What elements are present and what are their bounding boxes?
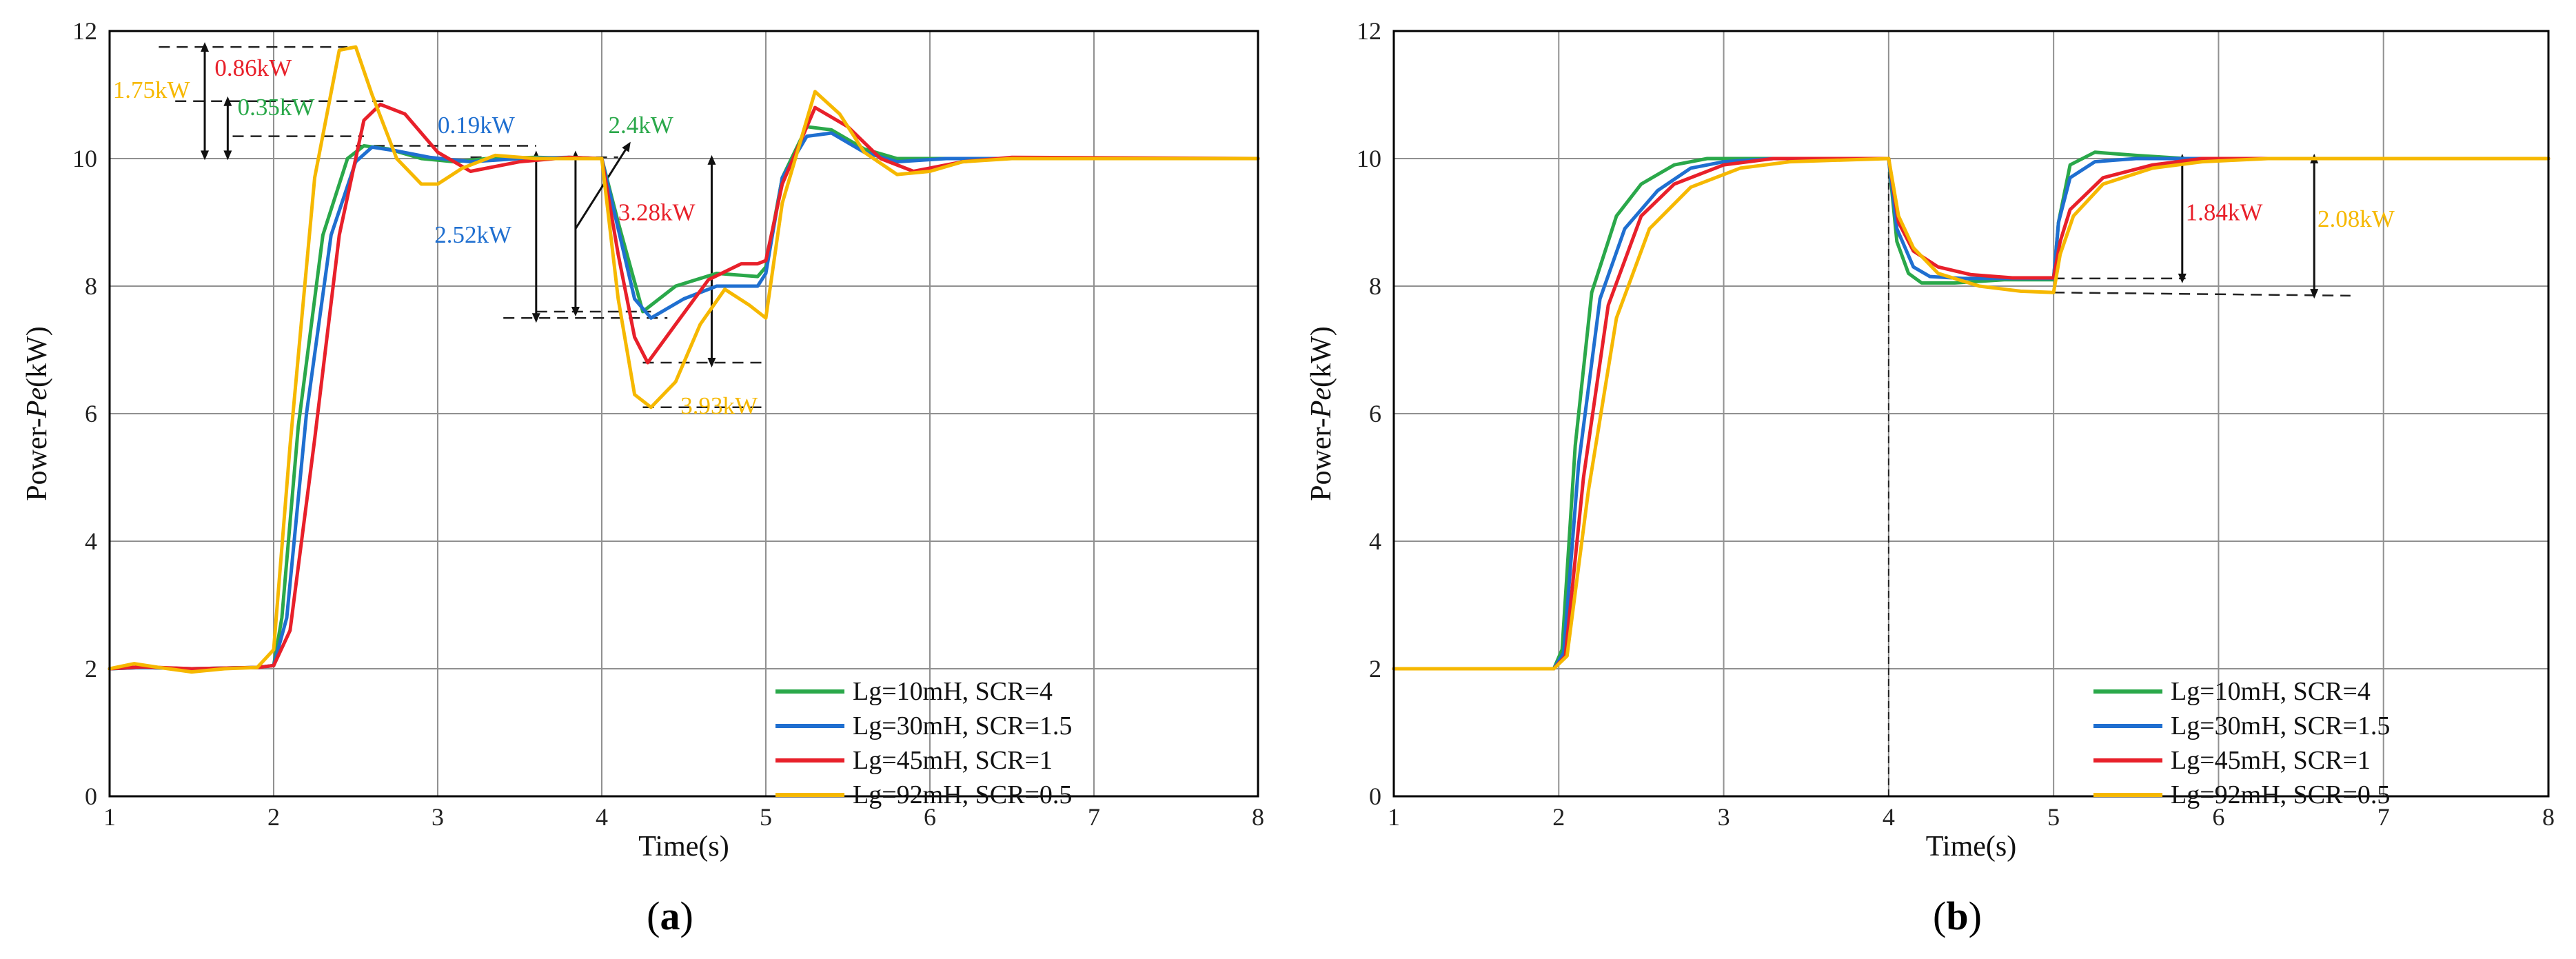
x-axis-label: Time(s) <box>638 831 729 862</box>
series-line <box>108 102 1260 671</box>
annotation-label: 3.28kW <box>618 199 696 226</box>
x-tick-label: 3 <box>432 803 444 831</box>
legend-entry: Lg=10mH, SCR=4 <box>2171 677 2371 706</box>
legend: Lg=10mH, SCR=4 Lg=30mH, SCR=1.5 Lg=45mH, S… <box>2093 677 2390 809</box>
y-tick-label: 4 <box>85 527 97 555</box>
x-axis-label: Time(s) <box>1926 831 2016 862</box>
x-tick-label: 5 <box>760 803 772 831</box>
legend-entry: Lg=92mH, SCR=0.5 <box>853 780 1072 809</box>
grid-lines <box>1393 30 2549 797</box>
legend-entry: Lg=30mH, SCR=1.5 <box>853 711 1072 740</box>
x-tick-label: 4 <box>1883 803 1895 831</box>
y-tick-label: 2 <box>85 655 97 683</box>
y-tick-label: 0 <box>1369 783 1381 810</box>
x-tick-label: 1 <box>1388 803 1400 831</box>
x-tick-label: 7 <box>2377 803 2390 831</box>
x-tick-label: 5 <box>2047 803 2060 831</box>
x-tick-label: 6 <box>2212 803 2224 831</box>
y-tick-label: 6 <box>85 400 97 427</box>
annotation-label: 0.19kW <box>438 112 515 139</box>
legend-entry: Lg=45mH, SCR=1 <box>2171 746 2371 775</box>
legend-entry: Lg=10mH, SCR=4 <box>853 677 1053 706</box>
x-tick-label: 6 <box>924 803 936 831</box>
annotation-label: 2.4kW <box>609 112 673 139</box>
dashed-reference-line <box>2053 292 2351 297</box>
y-axis-label: Power-Pe(kW) <box>1306 326 1337 501</box>
x-tick-label: 4 <box>596 803 608 831</box>
y-axis-label: Power-Pe(kW) <box>21 326 53 501</box>
annotation-label: 1.84kW <box>2186 199 2263 226</box>
annotation-labels: 1.75kW 0.86kW 0.35kW 0.19kW 2.4kW 2.52kW 3.28k… <box>113 54 758 419</box>
x-tick-label: 2 <box>1552 803 1565 831</box>
y-tick-label: 0 <box>85 783 97 810</box>
legend-entry: Lg=45mH, SCR=1 <box>853 746 1053 775</box>
dimension-markers <box>1887 154 2351 796</box>
y-tick-label: 12 <box>1357 17 1381 45</box>
panel-caption-b: (b) <box>1933 894 1982 938</box>
plot-frame <box>108 30 1259 798</box>
annotation-label: 1.75kW <box>113 77 190 103</box>
annotation-label: 2.52kW <box>434 221 511 248</box>
annotation-label: 3.93kW <box>680 392 758 419</box>
annotation-label: 2.08kW <box>2318 205 2395 232</box>
y-tick-label: 4 <box>1369 527 1381 555</box>
y-tick-label: 8 <box>85 272 97 300</box>
panel-caption-a: (a) <box>647 894 693 938</box>
legend-entry: Lg=92mH, SCR=0.5 <box>2171 780 2390 809</box>
dimension-arrow <box>574 141 631 230</box>
annotation-label: 0.86kW <box>214 54 292 81</box>
x-tick-label: 1 <box>103 803 116 831</box>
series-line <box>1392 157 2550 671</box>
y-tick-label: 10 <box>1357 145 1381 172</box>
plot-frame <box>1392 30 2550 798</box>
annotation-labels: 1.84kW 2.08kW <box>2186 199 2395 232</box>
dimension-markers <box>159 42 766 408</box>
legend-entry: Lg=30mH, SCR=1.5 <box>2171 711 2390 740</box>
y-tick-label: 12 <box>72 17 97 45</box>
x-tick-label: 7 <box>1088 803 1100 831</box>
y-tick-label: 2 <box>1369 655 1381 683</box>
x-tick-label: 2 <box>267 803 280 831</box>
legend: Lg=10mH, SCR=4 Lg=30mH, SCR=1.5 Lg=45mH, S… <box>775 677 1072 809</box>
y-tick-label: 6 <box>1369 400 1381 427</box>
series-lines <box>108 45 1260 674</box>
annotation-label: 0.35kW <box>238 94 315 121</box>
x-tick-label: 8 <box>1252 803 1264 831</box>
series-line <box>1392 157 2550 671</box>
series-lines <box>1392 150 2550 671</box>
y-tick-label: 8 <box>1369 272 1381 300</box>
series-line <box>1392 150 2550 671</box>
x-tick-label: 3 <box>1718 803 1730 831</box>
series-line <box>1392 157 2550 671</box>
y-tick-label: 10 <box>72 145 97 172</box>
x-tick-label: 8 <box>2542 803 2555 831</box>
series-line <box>108 45 1260 674</box>
